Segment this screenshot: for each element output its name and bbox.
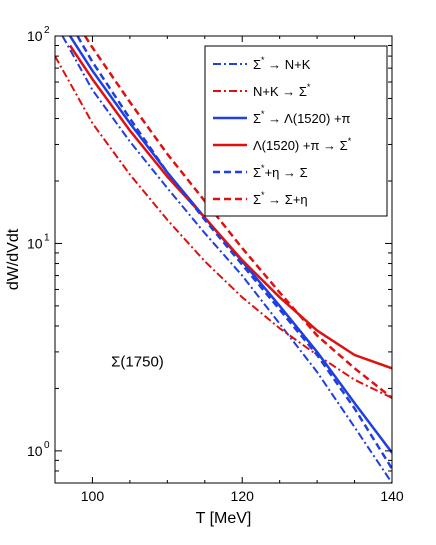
series-line-1 — [61, 36, 392, 483]
legend-box — [204, 45, 388, 217]
legend-entry-label: N+K → Σ* — [253, 82, 311, 99]
legend-entry-label: Σ*+η → Σ — [253, 163, 308, 180]
x-tick-label: 100 — [81, 488, 105, 504]
series-line-5 — [76, 36, 392, 470]
plot-frame — [54, 35, 393, 484]
x-axis-label: T [MeV] — [196, 510, 252, 527]
legend-entry-label: Λ(1520) +π → Σ* — [253, 136, 352, 153]
series-line-6 — [83, 36, 392, 399]
legend-entry-label: Σ* → N+K — [253, 55, 311, 72]
y-tick-label: 10 — [27, 28, 43, 44]
y-tick-label: 10 — [27, 235, 43, 251]
x-tick-label: 140 — [380, 488, 404, 504]
y-axis-label: dW/dVdt — [5, 228, 22, 290]
series-line-4 — [68, 44, 392, 370]
series-line-2 — [55, 55, 392, 399]
legend-entry-label: Σ* → Λ(1520) +π — [253, 109, 351, 126]
legend: Σ* → N+K N+K → Σ* Σ* → Λ(1520) +π Λ(1520) +… — [204, 45, 388, 217]
annotation-label: Σ(1750) — [111, 354, 164, 371]
y-tick-exponent: 0 — [44, 440, 50, 451]
y-tick-exponent: 1 — [44, 232, 50, 243]
y-tick-label: 10 — [27, 443, 43, 459]
x-tick-label: 120 — [231, 488, 255, 504]
curves — [55, 36, 392, 483]
legend-entry-label: Σ* → Σ+η — [253, 190, 308, 207]
y-tick-exponent: 2 — [44, 25, 50, 36]
